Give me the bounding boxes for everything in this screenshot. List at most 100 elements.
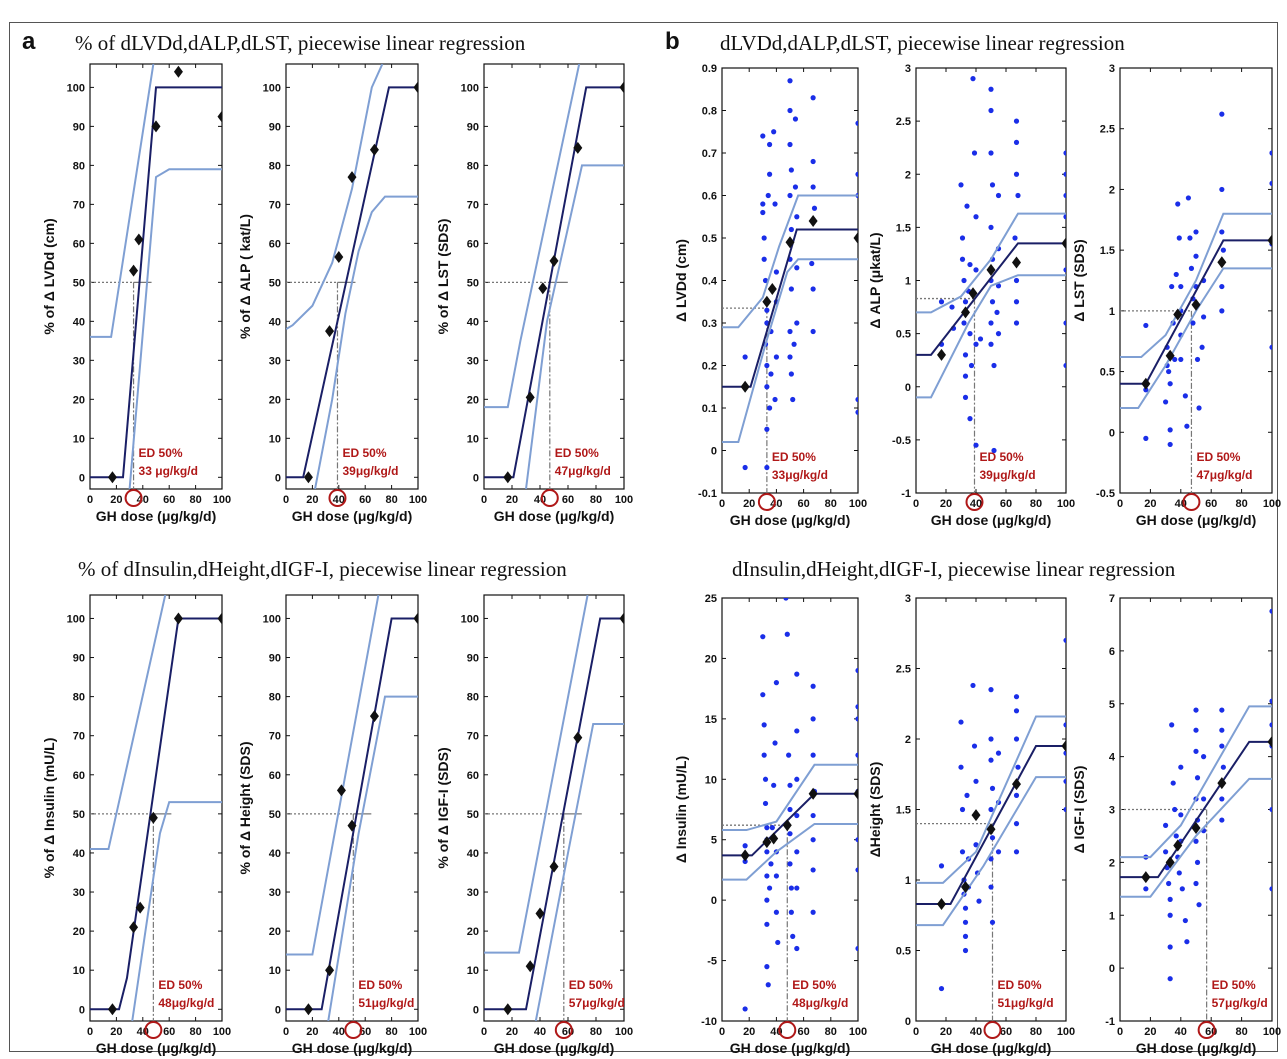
y-tick-label: 0 [473,1004,479,1016]
x-tick-label: 80 [590,1026,602,1038]
y-tick-label: 60 [269,238,281,250]
data-point [768,861,774,867]
mean-diamond [853,232,858,244]
x-axis-label: GH dose (μg/kg/d) [730,1040,851,1056]
data-point [994,309,1000,315]
ed50-label: ED 50% [158,978,202,992]
data-point [1013,736,1020,742]
data-point [1178,283,1184,290]
x-tick-label: 60 [1205,498,1217,510]
ci-lower-line [722,823,858,881]
mean-diamond [762,836,772,849]
y-tick-label: 70 [269,731,281,743]
data-point [765,192,771,199]
data-point [964,792,970,799]
data-point [1013,849,1020,855]
y-tick-label: 1 [1109,910,1115,922]
x-tick-label: 0 [481,1026,487,1038]
data-point [989,835,996,841]
data-point [764,362,770,369]
data-point [794,320,800,326]
data-point [762,776,769,782]
mean-diamond [135,901,145,914]
data-point [962,299,969,305]
data-point [855,704,858,710]
mean-diamond [853,787,858,800]
data-point [1269,180,1272,186]
x-tick-label: 60 [1000,498,1012,510]
y-tick-label: 90 [467,653,479,665]
data-point [1219,283,1225,290]
data-point [959,806,966,813]
data-point [989,182,996,188]
y-tick-label: 10 [269,433,281,445]
y-tick-label: 50 [73,277,85,289]
plot-area [285,63,419,490]
data-point [1219,727,1225,733]
data-point [788,286,794,292]
data-point [1015,764,1021,770]
mean-diamond [217,612,222,625]
y-tick-label: 2 [905,734,911,746]
ci-upper-line [286,64,384,330]
mean-diamond [1141,377,1151,390]
data-point [1219,817,1225,823]
y-tick-label: 90 [269,121,281,133]
mean-diamond [937,348,946,361]
mean-diamond [217,110,222,123]
data-point [1143,322,1149,329]
mean-diamond [336,784,346,797]
ci-upper-line [90,595,167,851]
plot-content [484,595,624,1021]
data-point [1063,171,1066,177]
mean-diamond [961,881,970,894]
y-tick-label: 90 [73,653,85,665]
data-point [810,158,816,165]
data-point [938,985,945,992]
data-point [794,812,800,819]
mean-diamond [1267,735,1272,748]
data-point [995,331,1002,337]
y-tick-label: -0.5 [892,435,911,447]
data-point [761,256,767,262]
ci-upper-line [484,595,589,954]
data-point [962,933,969,940]
x-tick-label: 20 [306,494,318,506]
x-tick-label: 0 [283,1026,289,1038]
data-point [794,728,800,734]
data-point [742,858,748,865]
x-axis-label: GH dose (μg/kg/d) [1136,1040,1257,1056]
plot-content [1120,608,1272,1021]
y-tick-label: 0.6 [702,191,717,203]
ci-lower-line [1120,267,1272,409]
x-tick-label: 0 [87,1026,93,1038]
data-point [1013,277,1020,284]
ed50-value: 48μg/kg/d [792,996,848,1010]
mean-diamond [986,263,996,276]
y-tick-label: -0.1 [698,488,717,500]
mean-diamond [129,921,139,934]
x-tick-label: 80 [385,1026,397,1038]
data-point [767,171,773,177]
y-tick-label: 70 [73,731,85,743]
plot-content [286,64,418,489]
x-tick-label: 0 [87,494,93,506]
data-point [1063,320,1066,326]
data-point [787,141,793,148]
data-point [1063,778,1066,784]
panel-label-b: b [665,28,680,55]
y-tick-label: 0.5 [1100,367,1115,379]
data-point [1166,368,1172,375]
data-point [1269,806,1272,813]
data-point [973,214,979,220]
data-point [855,837,858,843]
data-point [1143,886,1149,892]
data-point [995,283,1002,289]
mean-diamond [369,710,379,723]
mean-diamond [148,811,158,824]
data-point [1013,320,1020,326]
data-point [1143,435,1149,441]
data-point [769,825,775,831]
mean-diamond [173,612,183,625]
